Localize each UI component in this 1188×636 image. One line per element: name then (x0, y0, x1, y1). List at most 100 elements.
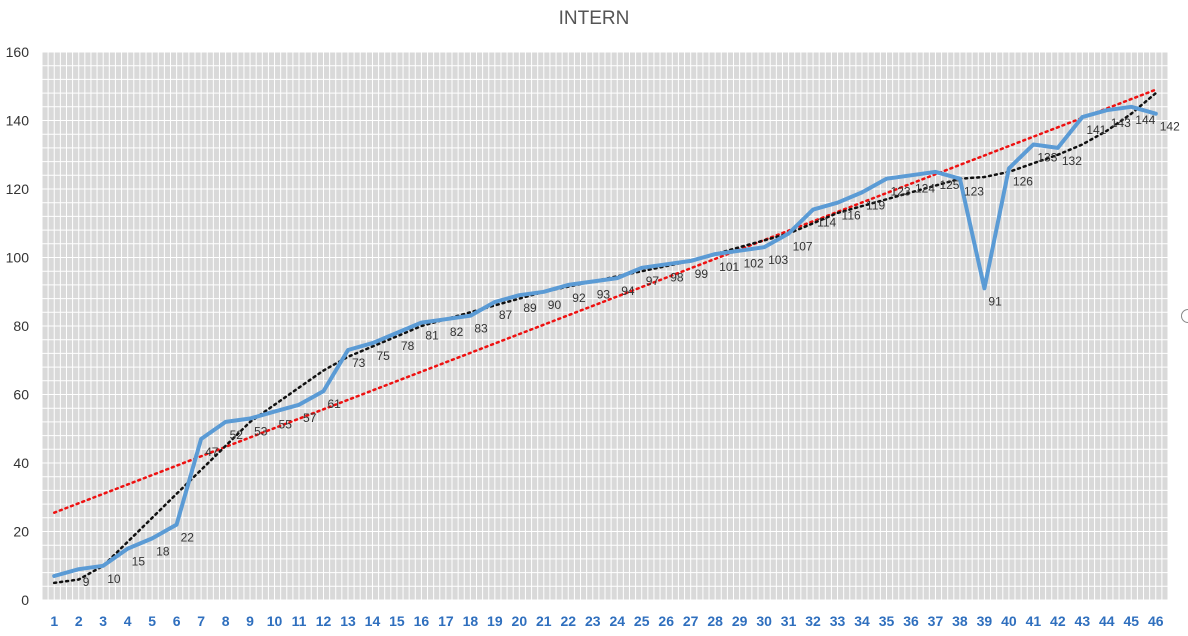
x-tick-label: 9 (246, 613, 254, 629)
x-tick-label: 17 (438, 613, 454, 629)
x-tick-label: 22 (560, 613, 576, 629)
data-label: 114 (817, 216, 836, 230)
data-label: 119 (866, 198, 885, 212)
data-label: 99 (695, 267, 709, 281)
data-point (689, 259, 693, 263)
data-label: 143 (1111, 116, 1131, 130)
x-tick-label: 29 (732, 613, 748, 629)
data-label: 18 (156, 544, 170, 558)
x-tick-label: 13 (340, 613, 356, 629)
data-label: 98 (670, 270, 684, 284)
data-label: 47 (205, 445, 219, 459)
data-point (787, 232, 791, 236)
data-label: 53 (254, 424, 268, 438)
data-label: 89 (523, 301, 537, 315)
data-label: 132 (1062, 154, 1082, 168)
x-tick-label: 1 (50, 613, 58, 629)
resize-handle[interactable] (1181, 309, 1188, 323)
x-tick-label: 34 (854, 613, 870, 629)
x-tick-label: 4 (124, 613, 132, 629)
x-tick-label: 42 (1050, 613, 1066, 629)
data-point (542, 290, 546, 294)
data-point (909, 173, 913, 177)
data-point (150, 536, 154, 540)
data-label: 123 (964, 185, 984, 199)
data-point (1080, 115, 1084, 119)
data-point (1031, 142, 1035, 146)
data-point (297, 403, 301, 407)
data-point (615, 276, 619, 280)
data-point (860, 190, 864, 194)
data-label: 83 (474, 322, 488, 336)
x-tick-label: 6 (173, 613, 181, 629)
x-tick-label: 32 (805, 613, 821, 629)
x-tick-label: 26 (658, 613, 674, 629)
data-point (322, 389, 325, 393)
data-point (346, 348, 350, 352)
data-label: 102 (744, 257, 764, 271)
data-label: 103 (768, 253, 788, 267)
data-label: 22 (181, 531, 195, 545)
chart-title: INTERN (558, 8, 630, 29)
data-point (224, 420, 228, 424)
x-tick-label: 41 (1026, 613, 1042, 629)
data-point (566, 283, 570, 287)
x-tick-label: 5 (148, 613, 156, 629)
data-point (885, 177, 888, 181)
data-point (175, 523, 179, 527)
data-point (713, 252, 717, 256)
y-tick-label: 120 (6, 181, 30, 197)
data-point (395, 331, 399, 335)
data-label: 107 (793, 240, 813, 254)
linear-trendline (52, 88, 1158, 514)
y-tick-label: 140 (6, 113, 30, 129)
data-point (664, 262, 668, 266)
data-point (982, 286, 986, 290)
x-tick-label: 36 (903, 613, 919, 629)
x-tick-label: 24 (609, 613, 625, 629)
data-point (126, 547, 130, 551)
data-label: 10 (107, 572, 121, 586)
x-tick-label: 21 (536, 613, 552, 629)
data-label: 142 (1160, 120, 1180, 134)
data-label: 92 (572, 291, 586, 305)
data-point (517, 293, 521, 297)
polynomial-trendline (52, 91, 1158, 585)
x-tick-label: 46 (1148, 613, 1164, 629)
data-label: 57 (303, 411, 317, 425)
data-point (493, 300, 497, 304)
data-label: 78 (401, 339, 415, 353)
data-point (52, 574, 56, 578)
x-tick-label: 28 (707, 613, 723, 629)
x-tick-label: 3 (99, 613, 107, 629)
data-point (370, 341, 374, 345)
data-point (1007, 166, 1011, 170)
x-tick-label: 12 (316, 613, 332, 629)
data-label: 144 (1135, 113, 1155, 127)
data-label: 9 (83, 575, 90, 589)
x-tick-label: 37 (928, 613, 944, 629)
y-axis: 0 20 40 60 80 100 120 140 160 (6, 44, 30, 608)
x-tick-label: 33 (830, 613, 846, 629)
data-label: 82 (450, 325, 464, 339)
x-tick-label: 18 (463, 613, 479, 629)
data-point (958, 177, 962, 181)
data-point (762, 245, 766, 249)
y-tick-label: 40 (13, 455, 29, 471)
x-axis: 1 2 3 4 5 6 7 8 9 10 11 12 13 14 15 16 17 18 19 20 21 22 23 24 2… (50, 613, 1163, 629)
x-tick-label: 19 (487, 613, 503, 629)
x-tick-label: 39 (977, 613, 993, 629)
data-label: 126 (1013, 174, 1033, 188)
y-tick-label: 160 (6, 44, 30, 60)
data-labels: 9 10 15 18 22 47 52 53 55 57 61 73 75 78 81 82 83 87 89 90 9… (83, 113, 1180, 589)
x-tick-label: 38 (952, 613, 968, 629)
x-tick-label: 40 (1001, 613, 1017, 629)
data-label: 81 (425, 329, 439, 343)
x-tick-label: 8 (222, 613, 230, 629)
data-point (1105, 108, 1109, 112)
y-tick-label: 60 (13, 387, 29, 403)
series-line (52, 104, 1158, 578)
x-tick-label: 44 (1099, 613, 1115, 629)
y-tick-label: 100 (6, 250, 30, 266)
